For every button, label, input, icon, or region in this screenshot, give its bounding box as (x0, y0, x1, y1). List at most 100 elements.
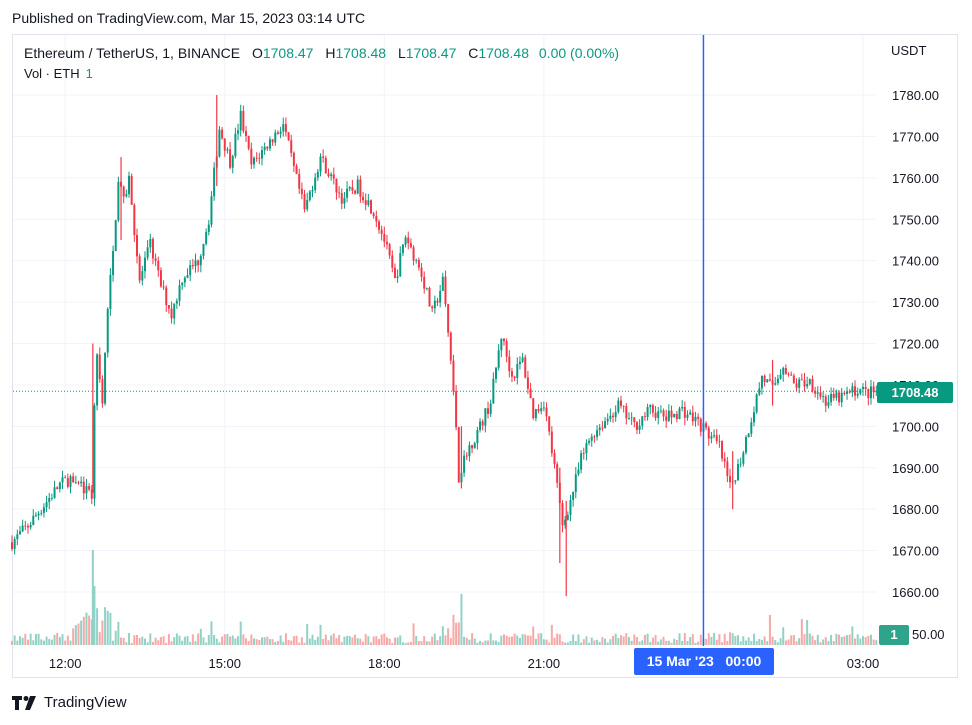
chart-frame[interactable] (12, 34, 958, 678)
candle-body (343, 197, 346, 204)
candle (34, 512, 37, 518)
candle-body (577, 469, 580, 475)
volume-bar (327, 640, 330, 645)
candle (529, 382, 532, 399)
candle (734, 479, 737, 485)
candle-body (423, 276, 426, 289)
footer[interactable]: TradingView (12, 694, 127, 711)
candle-body (502, 338, 505, 342)
candle-body (550, 431, 553, 454)
candle-body (42, 507, 45, 513)
candle (630, 412, 633, 425)
volume-bar (322, 638, 325, 645)
crosshair-time-label: 15 Mar '23 00:00 (634, 648, 774, 675)
candle-body (561, 503, 564, 526)
candle-body (832, 393, 835, 398)
candle (601, 420, 604, 432)
x-tick-label: 03:00 (847, 656, 880, 671)
candle (526, 370, 529, 395)
candle (694, 411, 697, 427)
candle (806, 376, 809, 389)
volume-bar (545, 639, 548, 645)
volume-bar (744, 640, 747, 645)
candle (574, 467, 577, 499)
candle-body (356, 179, 359, 194)
candle-body (537, 409, 540, 412)
candle-body (284, 124, 287, 133)
volume-bar (792, 634, 795, 645)
candle (306, 192, 309, 212)
volume-legend-label: Vol · ETH (24, 66, 80, 81)
candle-body (298, 173, 301, 189)
candle-body (417, 259, 420, 268)
candle (117, 176, 120, 223)
volume-bar (473, 638, 476, 645)
candle-body (875, 390, 878, 393)
candle-body (34, 515, 37, 517)
candle (253, 156, 256, 169)
candle-body (492, 378, 495, 404)
volume-bar (580, 642, 583, 645)
candle (175, 298, 178, 309)
volume-bar (487, 640, 490, 645)
candle (744, 435, 747, 455)
candle (409, 238, 412, 249)
volume-bar (766, 641, 769, 645)
candle-body (431, 306, 434, 309)
candle (290, 134, 293, 157)
volume-bar (58, 637, 61, 645)
volume-bar (393, 637, 396, 645)
candle-body (167, 305, 170, 309)
volume-bar (737, 635, 740, 645)
candle (183, 276, 186, 288)
candle (787, 372, 790, 377)
candle (24, 520, 27, 531)
candle-body (40, 512, 43, 514)
candle (758, 382, 761, 396)
volume-bar (16, 640, 19, 645)
volume-bar (460, 593, 463, 645)
volume-bar (308, 638, 311, 645)
candle-body (85, 486, 88, 494)
candle-body (425, 287, 428, 289)
volume-bar (34, 633, 37, 645)
volume-bar (215, 638, 218, 645)
candle-body (255, 157, 258, 159)
volume-bar (588, 642, 591, 645)
candle (532, 398, 535, 420)
candle-body (814, 390, 817, 394)
volume-bar (11, 640, 13, 645)
candle-body (122, 186, 125, 197)
candle (875, 385, 878, 397)
candle (750, 417, 753, 437)
candle-body (72, 476, 75, 483)
candle (465, 452, 468, 461)
candle-body (487, 408, 490, 414)
candle (74, 475, 77, 484)
candle-body (609, 415, 612, 419)
volume-bar (377, 638, 380, 645)
candle-body (250, 148, 253, 165)
volume-bar (239, 621, 242, 645)
candle-body (518, 361, 521, 365)
candle-body (165, 287, 168, 306)
candle (407, 231, 410, 250)
volume-bar (114, 630, 117, 645)
candle-body (128, 175, 131, 195)
candle-body (721, 441, 724, 459)
volume-bar (330, 635, 333, 645)
candle (77, 480, 80, 485)
candle-body (354, 190, 357, 194)
candle-body (271, 139, 274, 143)
volume-axis-label: 50.00 (912, 627, 945, 642)
candle-body (380, 229, 383, 234)
volume-bar (276, 640, 279, 645)
candle (548, 416, 551, 436)
volume-bar (109, 612, 112, 645)
candle (518, 356, 521, 370)
candle-body (649, 405, 652, 408)
candle (516, 357, 519, 385)
candle (135, 228, 138, 264)
candle (556, 461, 559, 488)
